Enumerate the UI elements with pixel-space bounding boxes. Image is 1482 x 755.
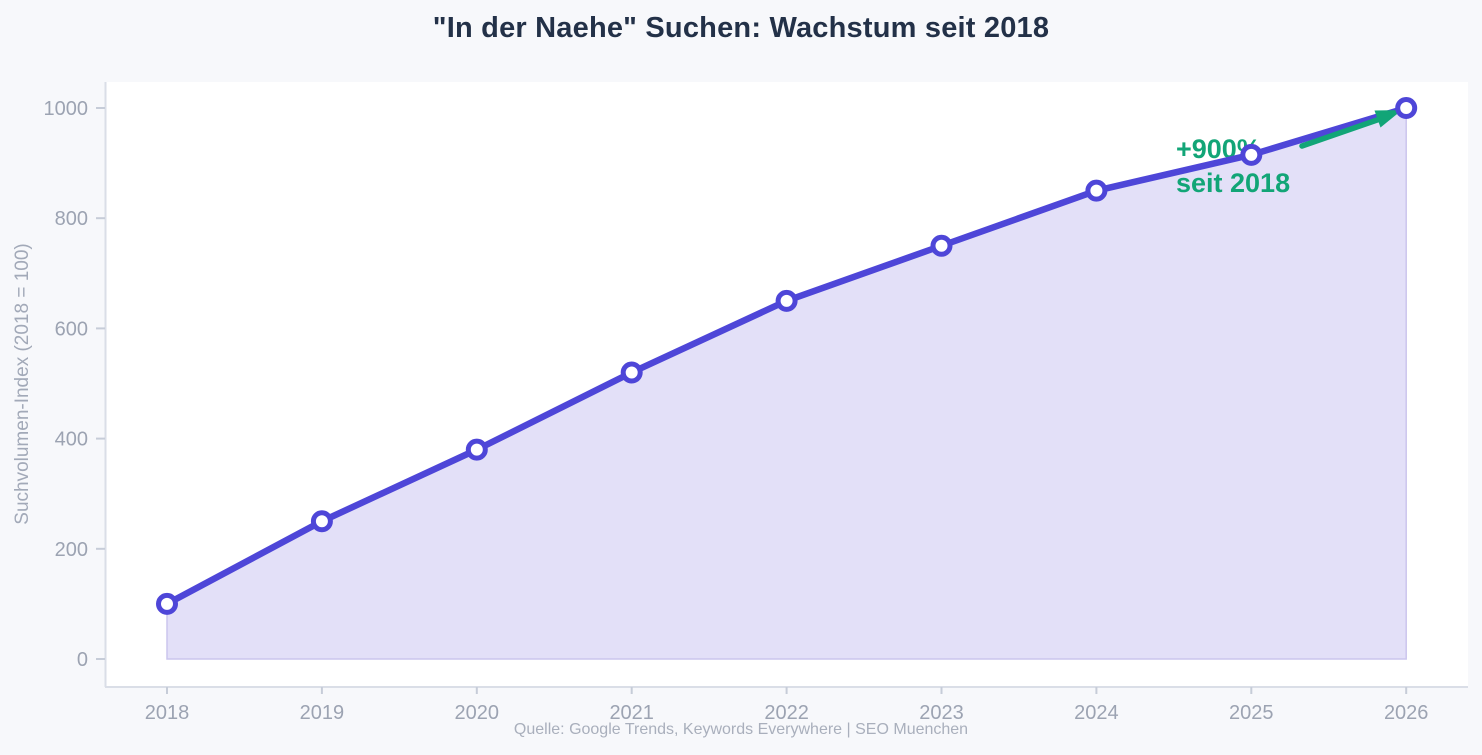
y-tick-label: 200 — [55, 539, 88, 561]
annotation-line2: seit 2018 — [1176, 168, 1290, 198]
data-point-marker — [310, 510, 333, 533]
data-point-marker — [1240, 143, 1263, 166]
data-point-marker — [930, 234, 953, 257]
x-tick-label: 2020 — [455, 702, 500, 724]
x-tick-label: 2019 — [300, 702, 345, 724]
y-axis-title: Suchvolumen-Index (2018 = 100) — [12, 243, 33, 524]
data-point-marker — [465, 438, 488, 461]
data-point-marker — [1395, 97, 1418, 119]
x-tick-label: 2022 — [764, 702, 809, 724]
x-axis: 2018 2019 2020 2021 2022 2023 2024 2025 2026 — [105, 686, 1468, 724]
y-tick-label: 0 — [77, 649, 88, 671]
x-tick-label: 2026 — [1384, 702, 1429, 724]
source-caption: Quelle: Google Trends, Keywords Everywhe… — [513, 721, 969, 738]
x-tick-label: 2023 — [919, 702, 964, 724]
data-point-marker — [156, 592, 178, 615]
y-axis: 0 200 400 600 800 1000 — [44, 82, 107, 687]
growth-arrowhead-icon — [1374, 110, 1402, 128]
y-tick-label: 1000 — [44, 98, 89, 120]
growth-arrow-shaft — [1299, 116, 1383, 149]
data-markers — [156, 97, 1418, 615]
y-tick-label: 400 — [55, 429, 88, 451]
data-point-marker — [775, 289, 798, 312]
chart-title: "In der Naehe" Suchen: Wachstum seit 201… — [432, 12, 1050, 44]
y-tick-label: 600 — [55, 318, 88, 340]
y-tick-label: 800 — [55, 208, 88, 230]
data-point-marker — [1085, 179, 1108, 202]
x-tick-label: 2021 — [609, 702, 654, 724]
x-tick-label: 2024 — [1074, 702, 1119, 724]
data-point-marker — [620, 361, 643, 384]
growth-arrow — [1299, 110, 1402, 149]
x-tick-label: 2018 — [145, 702, 190, 724]
x-tick-label: 2025 — [1229, 702, 1274, 724]
